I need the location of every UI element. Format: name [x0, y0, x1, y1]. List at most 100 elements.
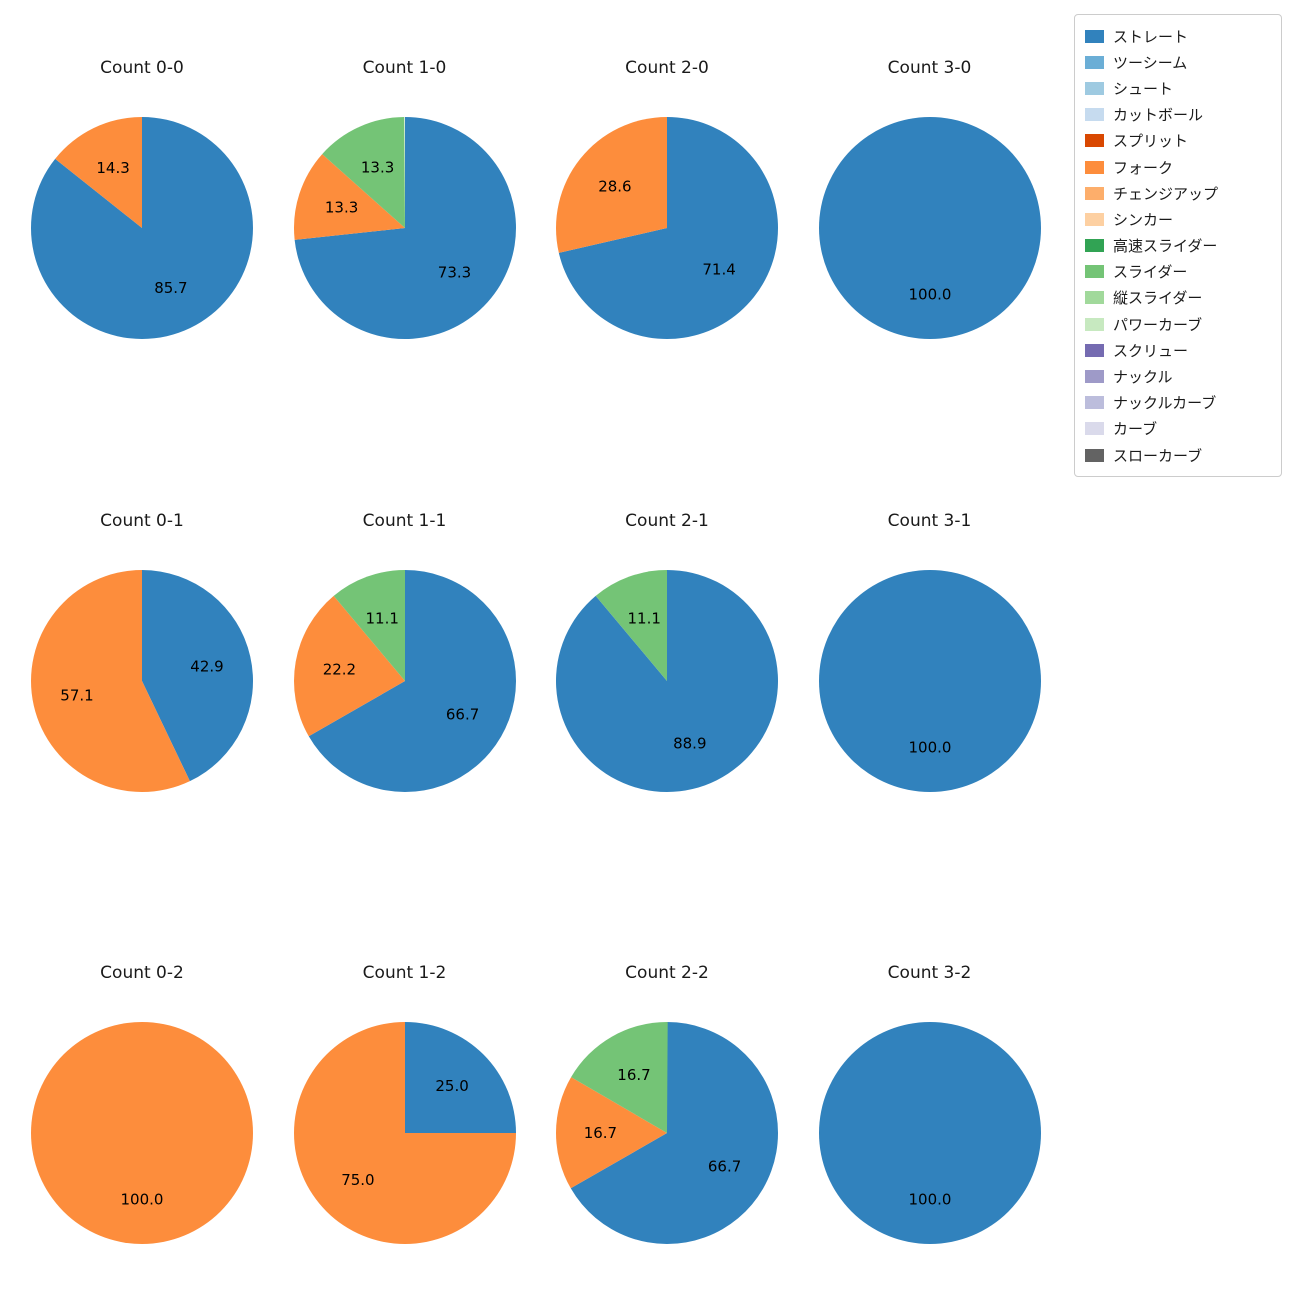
pie-slice-percentage: 16.7 [617, 1066, 650, 1084]
legend-swatch [1085, 108, 1104, 122]
legend-item: フォーク [1085, 154, 1271, 180]
legend-swatch [1085, 160, 1104, 174]
legend-label: スライダー [1113, 263, 1188, 282]
chart-title-count-1-2: Count 1-2 [362, 963, 447, 983]
pie-slice-percentage: 57.1 [60, 687, 93, 705]
chart-title-count-0-1: Count 0-1 [100, 511, 184, 531]
legend-label: 高速スライダー [1113, 237, 1218, 256]
legend-swatch [1085, 186, 1104, 200]
legend-item: カーブ [1085, 416, 1271, 442]
legend-label: スローカーブ [1113, 446, 1203, 465]
legend-item: シュート [1085, 75, 1271, 101]
legend-item: ナックル [1085, 363, 1271, 389]
pie-slice [404, 1022, 516, 1133]
legend-item: チェンジアップ [1085, 180, 1271, 206]
legend-label: パワーカーブ [1113, 315, 1203, 334]
legend-swatch [1085, 239, 1104, 253]
pie-slice-percentage: 66.7 [445, 705, 478, 723]
legend-label: ストレート [1113, 27, 1189, 46]
chart-title-count-0-2: Count 0-2 [100, 963, 184, 983]
pie-slice [31, 570, 190, 792]
legend-swatch [1085, 291, 1104, 305]
chart-title-count-0-0: Count 0-0 [100, 58, 184, 78]
pie-count-3-0: 100.0 [818, 117, 1041, 339]
legend-item: スプリット [1085, 128, 1271, 154]
pie-count-0-1: 42.9 57.1 [31, 570, 254, 792]
legend-swatch [1085, 370, 1104, 384]
legend-label: カットボール [1113, 106, 1204, 125]
pie-count-0-0: 85.7 14.3 [30, 117, 253, 339]
pie-slice-percentage: 100.0 [908, 286, 951, 304]
legend: ストレートツーシームシュートカットボール スプリットフォークチェンジアップ シンカー… [1074, 14, 1282, 478]
legend-swatch [1085, 134, 1104, 148]
pie-slice-percentage: 25.0 [435, 1077, 468, 1095]
legend-item: ナックルカーブ [1085, 390, 1271, 416]
pie-slice [558, 117, 779, 339]
pie-slice [308, 570, 516, 792]
legend-label: フォーク [1113, 158, 1174, 177]
pie-count-2-1: 88.9 11.1 [556, 570, 779, 792]
pie-count-3-1: 100.0 [818, 570, 1041, 792]
legend-swatch [1085, 212, 1104, 226]
pie-count-2-0: 71.4 28.6 [556, 117, 779, 339]
chart-title-count-2-0: Count 2-0 [625, 58, 709, 78]
legend-label: シュート [1113, 79, 1174, 98]
legend-label: カーブ [1113, 420, 1158, 439]
legend-item: スクリュー [1085, 337, 1271, 363]
pie-slice-percentage: 100.0 [908, 1191, 951, 1209]
pie-count-1-2: 25.0 75.0 [293, 1022, 516, 1244]
chart-title-count-1-1: Count 1-1 [362, 511, 447, 531]
legend-label: シンカー [1113, 210, 1174, 229]
pie-slice [570, 1022, 779, 1244]
legend-swatch [1085, 81, 1104, 95]
legend-label: スプリット [1113, 132, 1189, 151]
pie-slice-percentage: 71.4 [702, 261, 735, 279]
pie-slice [55, 117, 142, 228]
pie-slice [818, 1022, 1041, 1244]
legend-label: ツーシーム [1113, 53, 1188, 72]
legend-swatch [1085, 396, 1104, 410]
pie-slice [31, 1022, 253, 1244]
legend-swatch [1085, 29, 1104, 43]
pie-count-3-2: 100.0 [818, 1022, 1041, 1244]
pie-slice-percentage: 11.1 [627, 609, 660, 627]
pie-slice [595, 570, 667, 681]
pie-slice-percentage: 75.0 [341, 1171, 374, 1189]
chart-title-count-2-2: Count 2-2 [625, 963, 709, 983]
legend-item: パワーカーブ [1085, 311, 1271, 337]
legend-swatch [1085, 317, 1104, 331]
legend-swatch [1085, 265, 1104, 279]
chart-title-count-3-1: Count 3-1 [887, 511, 972, 531]
pie-slice [571, 1021, 668, 1133]
pie-slice [818, 570, 1041, 792]
pie-slice [556, 1077, 667, 1189]
pie-count-0-2: 100.0 [31, 1022, 253, 1244]
legend-item: ストレート [1085, 23, 1271, 49]
pie-slice-percentage: 85.7 [154, 279, 187, 297]
pie-slice-percentage: 14.3 [96, 159, 129, 177]
pie-slice [333, 570, 405, 681]
pie-slice-percentage: 28.6 [598, 178, 631, 196]
pie-slice-percentage: 13.3 [360, 158, 393, 176]
pie-slice-percentage: 73.3 [437, 264, 470, 282]
pie-slice [321, 117, 405, 228]
chart-title-count-1-0: Count 1-0 [362, 58, 447, 78]
pie-slice [142, 570, 254, 782]
pie-slice [818, 117, 1041, 339]
pie-slice-percentage: 100.0 [121, 1191, 164, 1209]
legend-swatch [1085, 422, 1104, 436]
chart-title-count-2-1: Count 2-1 [625, 511, 709, 531]
legend-item: 縦スライダー [1085, 285, 1271, 311]
legend-item: ツーシーム [1085, 49, 1271, 75]
pie-slice-percentage: 22.2 [322, 660, 355, 678]
pie-slice-percentage: 16.7 [584, 1124, 617, 1142]
legend-item: カットボール [1085, 102, 1271, 128]
pie-slice-percentage: 66.7 [708, 1157, 741, 1175]
pie-count-2-2: 66.7 16.7 16.7 [556, 1021, 779, 1244]
legend-label: チェンジアップ [1113, 184, 1219, 203]
legend-swatch [1085, 448, 1104, 462]
pie-slice-percentage: 88.9 [673, 735, 706, 753]
pie-slice-percentage: 13.3 [324, 199, 357, 217]
legend-items: ストレートツーシームシュートカットボール スプリットフォークチェンジアップ シンカー… [1085, 23, 1271, 468]
